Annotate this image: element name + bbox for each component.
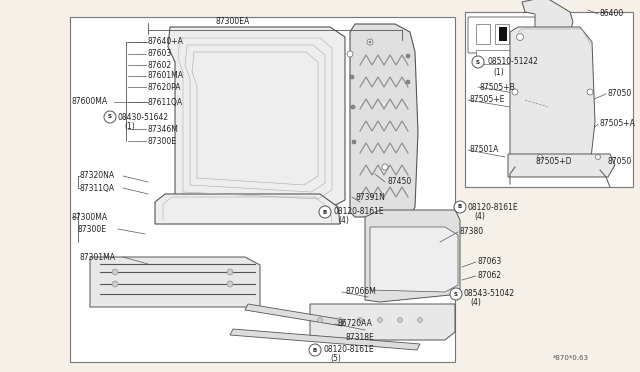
Polygon shape [90,257,260,307]
Text: 87505+D: 87505+D [535,157,572,167]
Text: 87601MA: 87601MA [148,71,184,80]
Polygon shape [365,210,460,302]
Circle shape [351,105,355,109]
Circle shape [319,206,331,218]
Text: 87391N: 87391N [355,192,385,202]
Text: 87301MA: 87301MA [80,253,116,262]
Text: S: S [476,60,480,64]
Polygon shape [508,154,615,177]
Text: 87505+E: 87505+E [470,96,506,105]
Bar [476,50,511,64]
Circle shape [317,317,323,323]
Text: 86400: 86400 [600,10,624,19]
Circle shape [454,201,466,213]
Text: B: B [313,347,317,353]
Circle shape [369,41,371,44]
Polygon shape [350,24,418,217]
Text: 87318E: 87318E [345,333,374,341]
Text: 08430-51642: 08430-51642 [118,112,169,122]
Circle shape [347,51,353,57]
Text: 87346M: 87346M [148,125,179,134]
Circle shape [587,89,593,95]
Text: 87311QA: 87311QA [80,183,115,192]
Circle shape [397,317,403,323]
Text: S: S [108,115,112,119]
Text: 87602: 87602 [148,61,172,70]
Circle shape [352,140,356,144]
Text: 08543-51042: 08543-51042 [464,289,515,298]
FancyBboxPatch shape [468,17,542,53]
Circle shape [516,33,524,41]
Text: 87505+B: 87505+B [480,83,516,92]
Polygon shape [310,304,455,340]
Circle shape [406,80,410,84]
Circle shape [538,154,543,160]
Circle shape [472,56,484,68]
Text: 87380: 87380 [460,228,484,237]
Polygon shape [155,194,340,224]
Circle shape [309,344,321,356]
Text: B: B [458,205,462,209]
Text: 87620PA: 87620PA [148,83,182,92]
Text: 87450: 87450 [388,177,412,186]
Text: (4): (4) [338,217,349,225]
Text: 87600MA: 87600MA [72,97,108,106]
Circle shape [595,154,600,160]
Text: 87505+A: 87505+A [600,119,636,128]
Polygon shape [230,329,420,350]
Text: (1): (1) [124,122,135,131]
Text: 87300EA: 87300EA [215,17,249,26]
Text: (4): (4) [470,298,481,308]
Circle shape [112,269,118,275]
Circle shape [227,269,233,275]
Text: S: S [454,292,458,296]
Text: (5): (5) [330,355,341,363]
Circle shape [450,288,462,300]
Text: 87603: 87603 [148,49,172,58]
Polygon shape [245,304,345,326]
Circle shape [350,75,354,79]
Text: *870*0.63: *870*0.63 [553,355,589,361]
Circle shape [112,281,118,287]
Text: 87050: 87050 [608,90,632,99]
Text: 87050: 87050 [608,157,632,167]
Text: 08120-8161E: 08120-8161E [333,208,383,217]
Text: 87611QA: 87611QA [148,97,183,106]
Circle shape [367,39,373,45]
Text: 08120-8161E: 08120-8161E [323,346,374,355]
Text: 87320NA: 87320NA [80,171,115,180]
Circle shape [227,281,233,287]
Circle shape [406,54,410,58]
Polygon shape [522,0,573,32]
Text: 86720AA: 86720AA [338,320,373,328]
Circle shape [358,317,362,323]
Text: 08510-51242: 08510-51242 [487,58,538,67]
Circle shape [337,317,342,323]
Bar [495,24,509,44]
Text: (4): (4) [474,212,485,221]
Text: (1): (1) [493,67,504,77]
Text: 08120-8161E: 08120-8161E [468,202,518,212]
Polygon shape [370,227,458,292]
Circle shape [378,317,383,323]
Text: 87300MA: 87300MA [72,212,108,221]
Bar [465,12,633,187]
Text: 87501A: 87501A [470,145,499,154]
Circle shape [104,111,116,123]
Text: B: B [323,209,327,215]
Circle shape [417,317,422,323]
Text: 87062: 87062 [478,272,502,280]
Text: 87300E: 87300E [148,137,177,145]
Text: 87300E: 87300E [78,224,107,234]
Bar [499,27,507,41]
Bar [70,17,455,362]
Circle shape [382,164,388,170]
Text: 87063: 87063 [478,257,502,266]
Text: 87640+A: 87640+A [148,38,184,46]
Bar [476,24,490,44]
Circle shape [512,89,518,95]
Polygon shape [168,27,345,209]
Polygon shape [510,27,595,167]
Text: 87066M: 87066M [345,288,376,296]
